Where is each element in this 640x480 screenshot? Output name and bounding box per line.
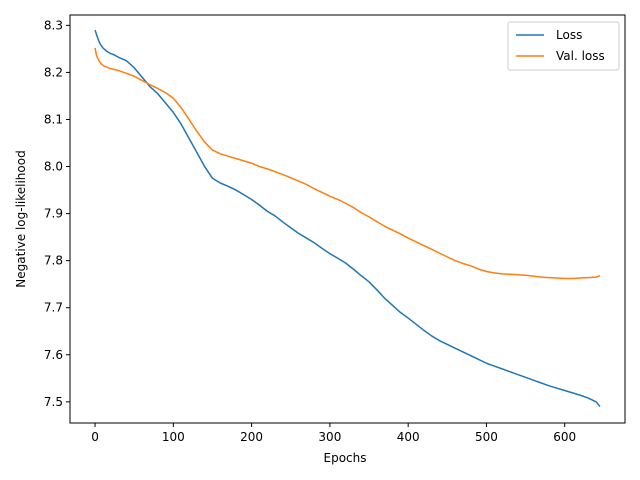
x-axis: 0 100 200 300 400 500 600 (91, 423, 576, 444)
x-tick-label: 600 (553, 430, 576, 444)
y-tick-label: 7.9 (44, 207, 63, 221)
x-tick-label: 400 (397, 430, 420, 444)
y-axis-label: Negative log-likelihood (14, 150, 28, 287)
x-tick-label: 200 (240, 430, 263, 444)
legend-box (507, 21, 620, 71)
y-tick-label: 7.5 (44, 395, 63, 409)
legend-label-val-loss: Val. loss (556, 49, 605, 63)
x-axis-label: Epochs (324, 451, 367, 465)
series-line-loss (94, 29, 601, 408)
series-layer (94, 29, 601, 408)
y-tick-label: 7.8 (44, 254, 63, 268)
y-tick-label: 8.3 (44, 18, 63, 32)
legend: Loss Val. loss (507, 21, 620, 71)
y-tick-label: 7.7 (44, 301, 63, 315)
x-tick-label: 0 (91, 430, 99, 444)
legend-label-loss: Loss (556, 28, 582, 42)
y-axis: 7.5 7.6 7.7 7.8 7.9 8.0 8.1 8.2 8.3 (44, 18, 70, 409)
x-tick-label: 500 (475, 430, 498, 444)
y-tick-label: 8.2 (44, 65, 63, 79)
plot-frame (69, 14, 626, 424)
y-tick-label: 7.6 (44, 348, 63, 362)
series-line-val-loss (94, 47, 601, 280)
x-tick-label: 300 (318, 430, 341, 444)
y-tick-label: 8.0 (44, 160, 63, 174)
y-tick-label: 8.1 (44, 112, 63, 126)
x-tick-label: 100 (162, 430, 185, 444)
